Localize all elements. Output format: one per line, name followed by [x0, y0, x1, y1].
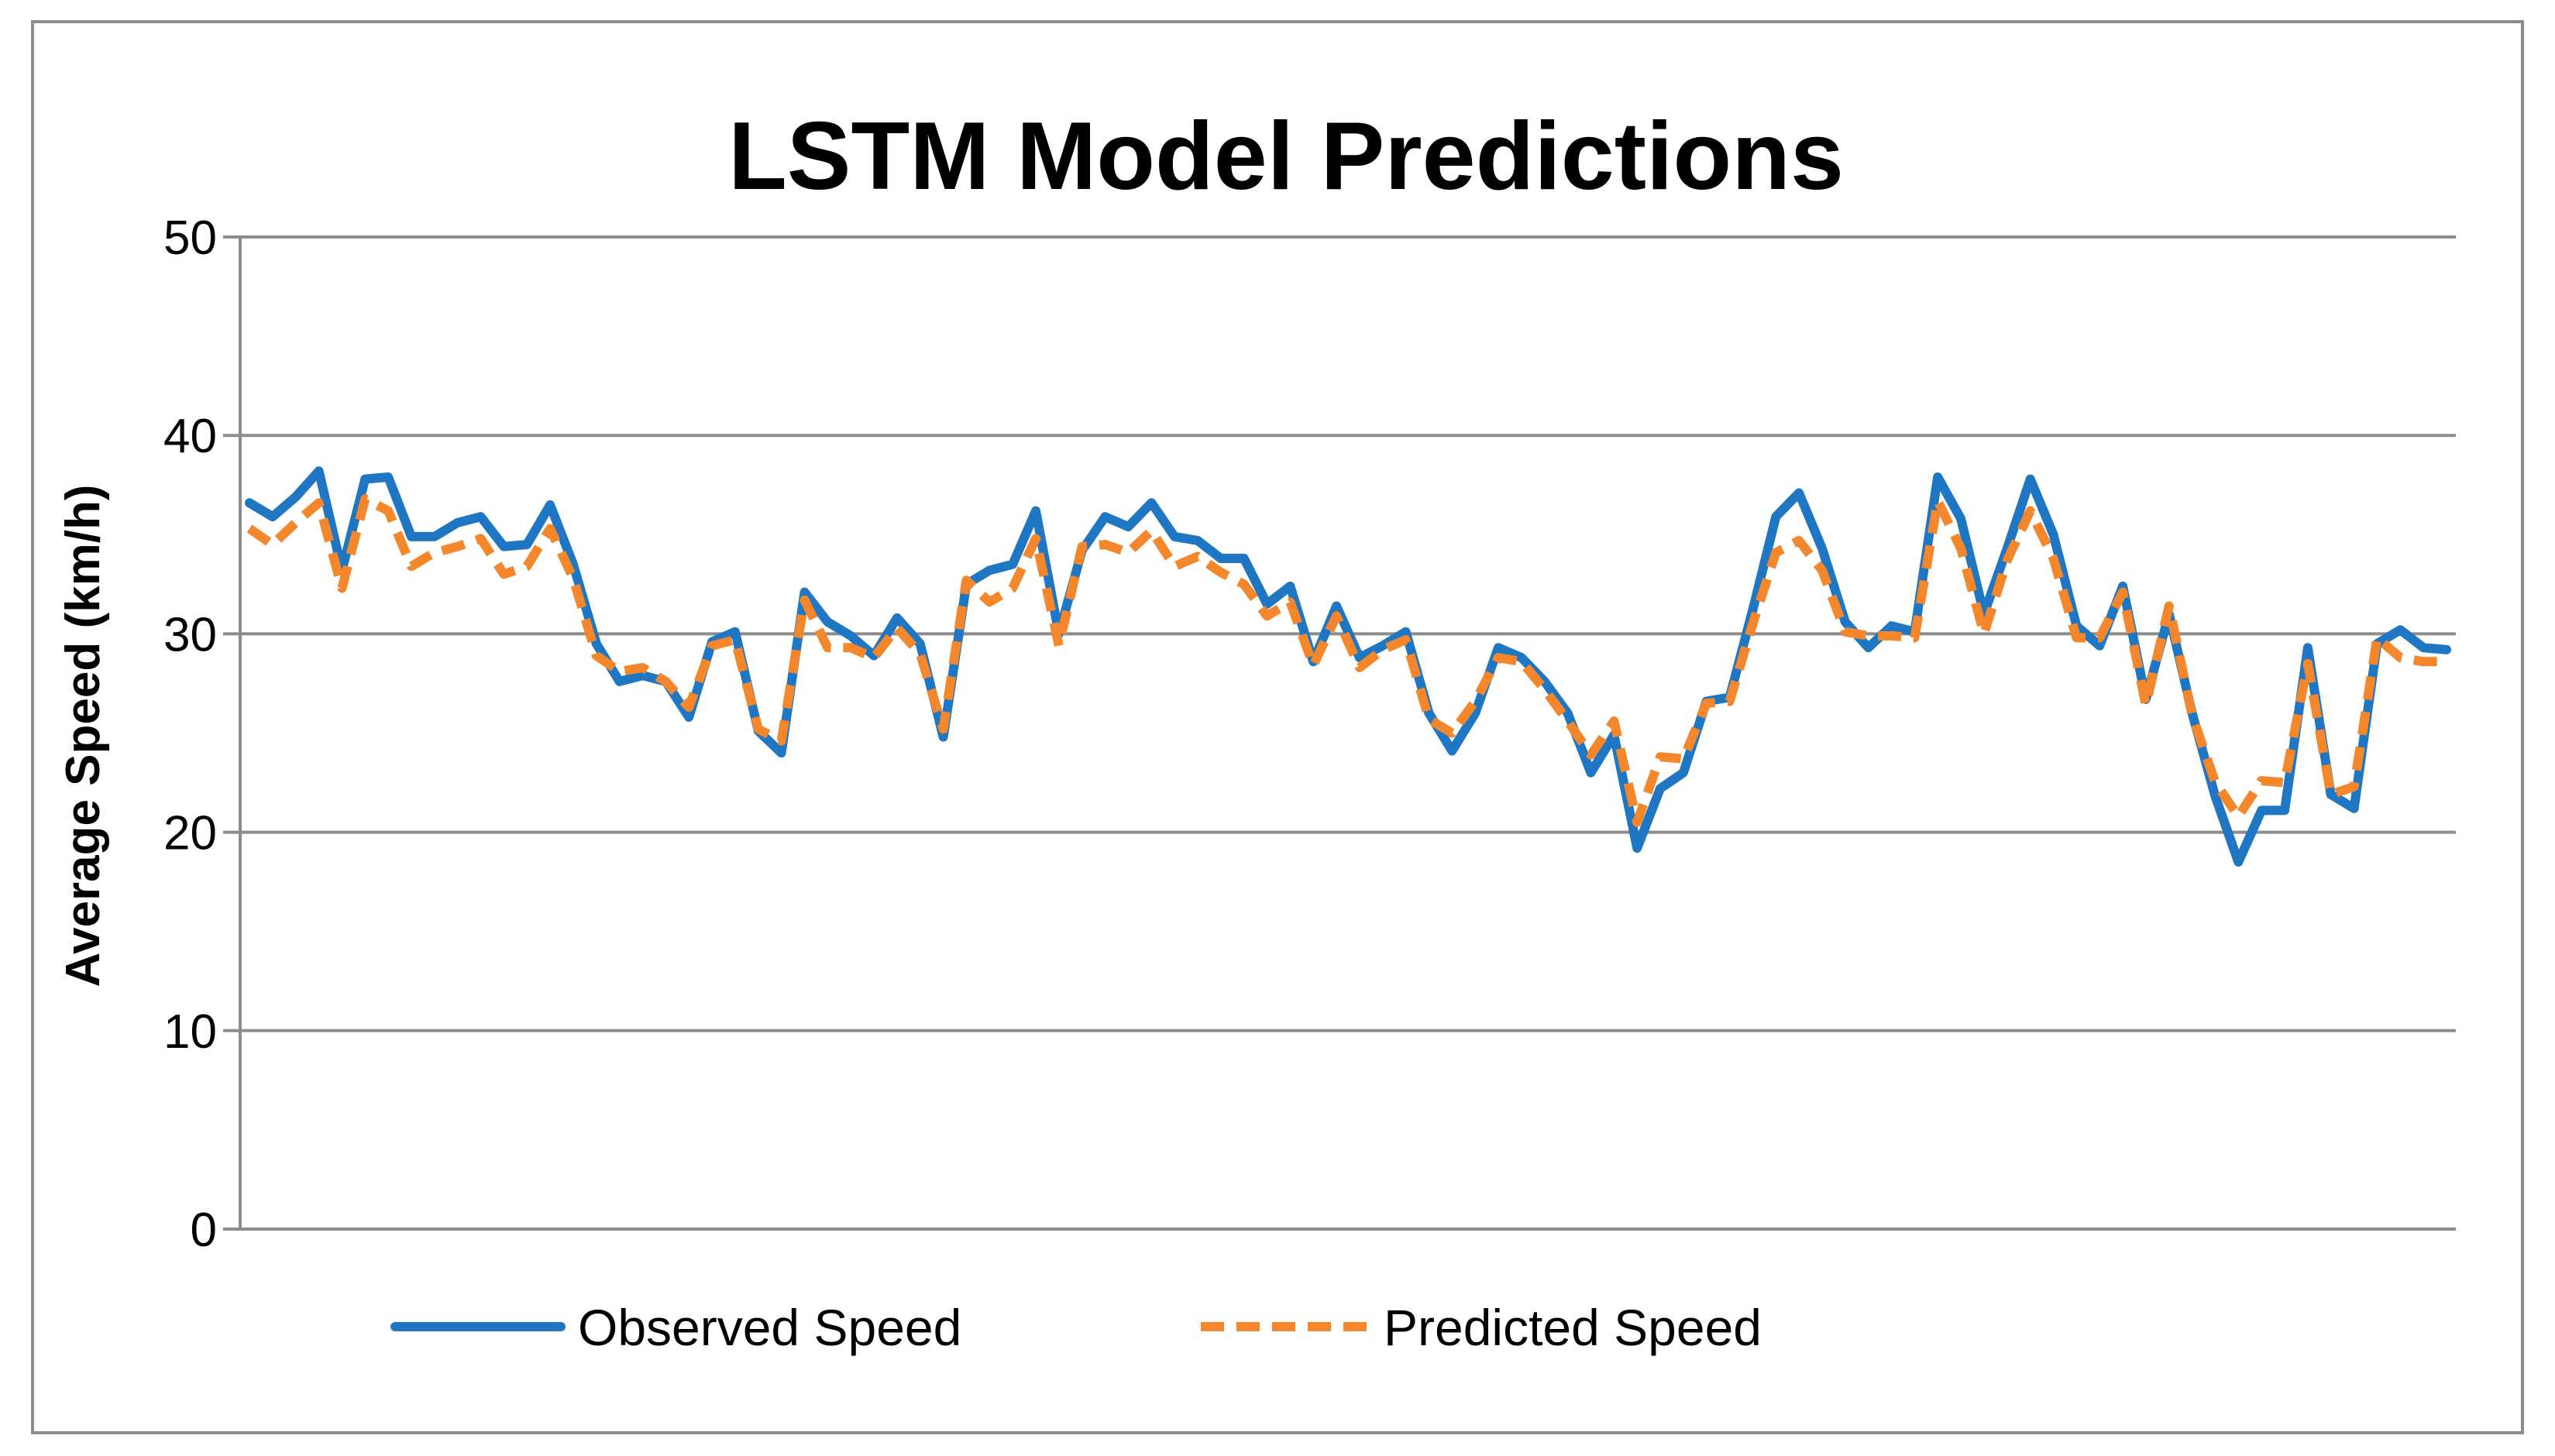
predicted-legend-label: Predicted Speed [1384, 1299, 1762, 1356]
y-tick-label-50: 50 [163, 211, 217, 265]
grid-lines [223, 235, 2456, 1231]
observed-legend-label: Observed Speed [578, 1299, 961, 1356]
y-tick-labels: 0 10 20 30 40 50 [163, 211, 217, 1257]
y-tick-label-10: 10 [163, 1005, 217, 1059]
chart-title: LSTM Model Predictions [728, 103, 1844, 210]
legend: Observed Speed Predicted Speed [390, 1299, 1762, 1356]
predicted-speed-line [246, 494, 2447, 827]
y-axis-label: Average Speed (km/h) [57, 485, 110, 987]
observed-speed-line [245, 466, 2451, 867]
y-tick-label-40: 40 [163, 410, 217, 463]
y-tick-label-30: 30 [163, 608, 217, 661]
y-tick-label-20: 20 [163, 807, 217, 860]
chart-frame [31, 20, 2524, 1434]
series-lines [245, 466, 2451, 867]
axes [239, 237, 2456, 1231]
y-tick-label-0: 0 [191, 1204, 217, 1257]
